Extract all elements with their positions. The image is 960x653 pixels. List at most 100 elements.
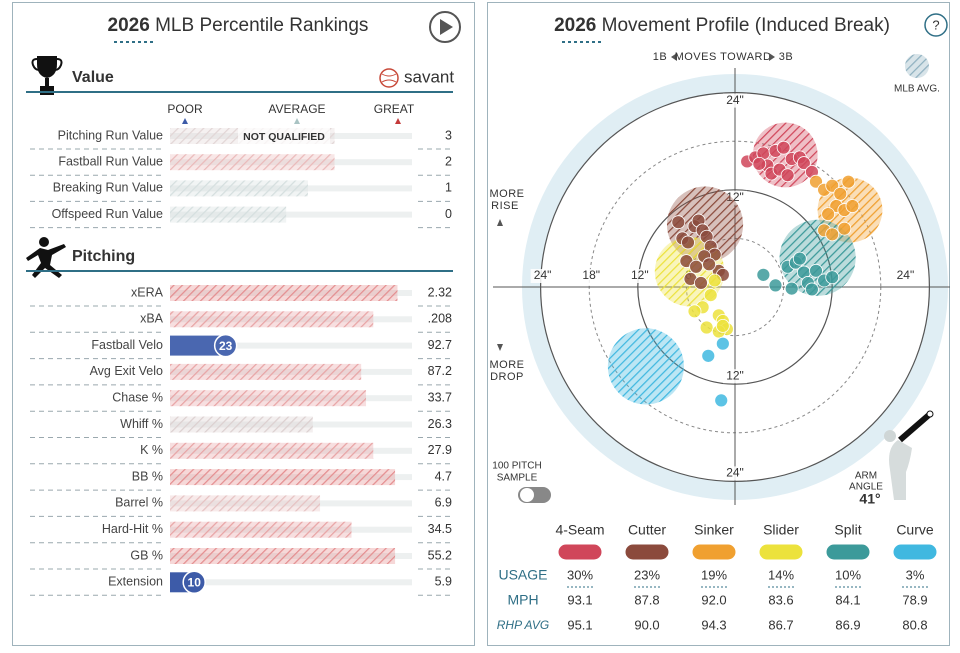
- pitch-dot: [825, 270, 840, 285]
- ring-label: 24": [726, 466, 744, 480]
- ring-label: 24": [897, 268, 915, 282]
- percentile-bar: [170, 548, 396, 564]
- brand[interactable]: savant: [404, 67, 454, 86]
- rhp-avg: 95.1: [567, 617, 592, 632]
- bar-track: [170, 211, 412, 218]
- pitch-name: Sinker: [694, 522, 734, 538]
- bar-track: [170, 342, 412, 349]
- pitch-dot: [707, 273, 722, 288]
- row-label: USAGE: [498, 567, 547, 583]
- arrow-left: [671, 53, 677, 61]
- direction-text: MOVES TOWARD: [675, 51, 772, 63]
- sample-label: SAMPLE: [497, 473, 538, 484]
- arm-angle-figure: [884, 410, 934, 500]
- pitch-dot: [780, 168, 795, 183]
- metric-value: 1: [445, 181, 452, 195]
- arm-angle-label: ANGLE: [849, 482, 883, 493]
- scale-average: AVERAGE: [268, 102, 325, 116]
- metric-label: Fastball Velo: [91, 338, 163, 352]
- pitch-name: Cutter: [628, 522, 666, 538]
- ring-label-bg: [627, 269, 652, 283]
- help-button[interactable]: [924, 13, 948, 37]
- percentile-bar: [170, 363, 362, 380]
- usage: 19%: [701, 567, 727, 582]
- percentile-bar: [170, 495, 321, 512]
- rhp-avg: 86.7: [768, 617, 793, 632]
- pitch-dot: [825, 227, 840, 242]
- pitch-swatch: [624, 543, 670, 561]
- trophy-icon: [31, 56, 63, 95]
- row-label: RHP AVG: [497, 618, 549, 632]
- usage: 23%: [634, 567, 660, 582]
- row-label: MPH: [507, 592, 538, 608]
- arm-angle-value: 41°: [859, 491, 880, 507]
- pitch-dot: [694, 276, 708, 290]
- pitch-dot: [681, 235, 695, 250]
- rhp-avg: 80.8: [902, 617, 927, 632]
- pitch-dot: [837, 221, 852, 236]
- note-bg: [238, 128, 330, 144]
- rhp-avg: 94.3: [701, 617, 726, 632]
- pitch-dot: [715, 336, 730, 351]
- direction-right: 3B: [779, 51, 793, 63]
- pitch-dot: [796, 156, 811, 170]
- scale-marker: [294, 118, 300, 124]
- metric-value: 4.7: [435, 469, 452, 483]
- pitch-dot: [714, 393, 729, 408]
- pitch-dot: [809, 263, 823, 278]
- ring-label: 18": [582, 268, 600, 282]
- mlb-avg-label: MLB AVG.: [894, 84, 940, 95]
- rhp-avg: 86.9: [835, 617, 860, 632]
- title-text: Movement Profile (Induced Break): [602, 15, 890, 36]
- pitch-name: Curve: [896, 522, 934, 538]
- sample-label: 100 PITCH: [492, 461, 541, 472]
- pitch-swatch: [691, 543, 737, 561]
- percentile-bar: [170, 180, 308, 197]
- pitch-name: 4-Seam: [555, 522, 604, 538]
- metric-label: Fastball Run Value: [58, 154, 163, 168]
- percentile-bar: [170, 416, 313, 433]
- right-title: 2026 Movement Profile (Induced Break): [554, 15, 890, 36]
- metric-label: xERA: [131, 285, 164, 299]
- ring-label-bg: [723, 369, 747, 384]
- help-text[interactable]: ?: [932, 17, 939, 32]
- direction-left: 1B: [653, 51, 667, 63]
- metric-value: 33.7: [428, 390, 452, 404]
- mph: 93.1: [567, 592, 592, 607]
- metric-value: 2.32: [428, 285, 452, 299]
- scale-poor: POOR: [167, 102, 203, 116]
- sample-toggle[interactable]: [518, 487, 551, 503]
- pitch-dot: [784, 281, 799, 296]
- arrow-up: [497, 219, 503, 226]
- note: NOT QUALIFIED: [243, 131, 325, 143]
- mph: 92.0: [701, 592, 726, 607]
- pitch-dot: [768, 278, 783, 293]
- percentile-badge: [213, 333, 238, 358]
- pitch-name: Slider: [763, 522, 799, 538]
- savant-logo: [379, 68, 399, 88]
- title-text: MLB Percentile Rankings: [155, 15, 368, 36]
- pitch-swatch: [825, 543, 871, 561]
- usage: 30%: [567, 567, 593, 582]
- more-rise: RISE: [491, 200, 519, 212]
- metric-value: 27.9: [428, 443, 452, 457]
- ring-label-bg: [530, 269, 555, 283]
- pitch-dot: [833, 186, 848, 201]
- arm-angle-label: ARM: [855, 471, 877, 482]
- movement-plot: 612"12"12"18"24"24"24"24": [493, 68, 950, 505]
- pitch-dot: [821, 207, 836, 222]
- play-button[interactable]: [429, 11, 461, 43]
- mlb-avg-zone: [607, 328, 684, 405]
- metric-label: K %: [140, 443, 163, 457]
- percentile-rank: 23: [219, 339, 233, 353]
- more-drop: MORE: [490, 359, 525, 371]
- percentile-bar: [170, 285, 398, 301]
- metric-label: Breaking Run Value: [53, 181, 163, 195]
- metric-value: 5.9: [435, 575, 452, 589]
- metric-value: 87.2: [428, 364, 452, 378]
- left-title: 2026 MLB Percentile Rankings: [108, 15, 369, 36]
- pitch-dot: [792, 251, 807, 266]
- metric-label: Barrel %: [115, 496, 163, 510]
- metric-label: Chase %: [112, 390, 163, 404]
